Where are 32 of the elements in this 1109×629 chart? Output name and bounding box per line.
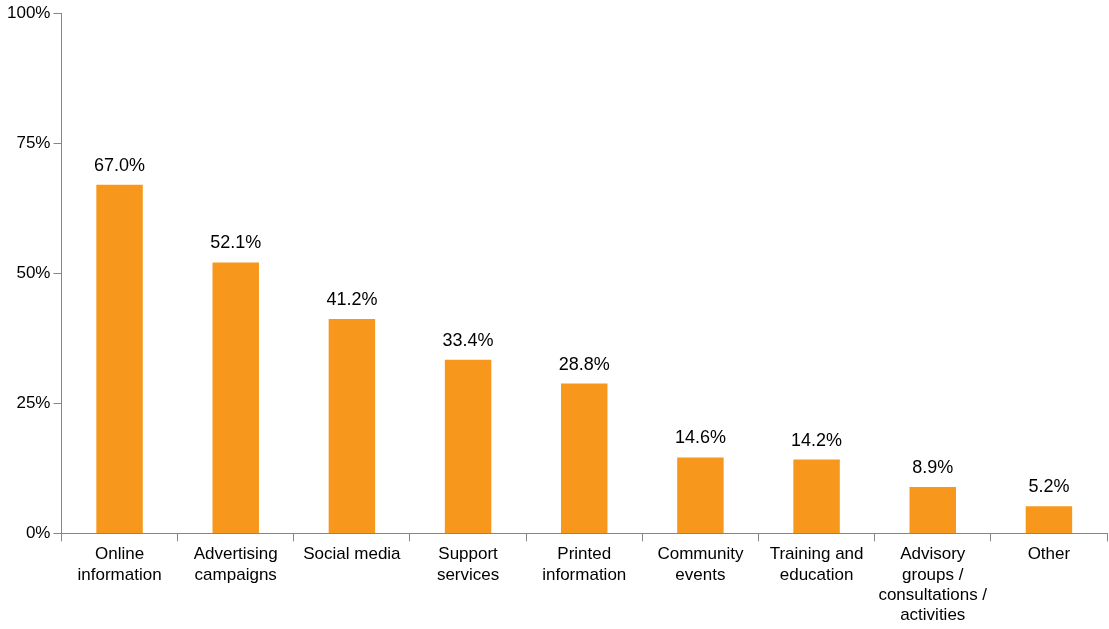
x-tick-label: Printed information [542, 544, 627, 584]
bar [677, 457, 724, 533]
y-tick-label: 0% [25, 523, 51, 543]
bar [793, 459, 840, 533]
bar [561, 383, 608, 533]
data-label: 33.4% [442, 329, 494, 350]
y-tick-label: 50% [16, 262, 51, 282]
x-tick-label: Advisory groups / consultations / activities [878, 544, 988, 625]
x-tick-label: Training and education [769, 544, 864, 584]
y-tick-label: 100% [7, 2, 51, 22]
x-tick-label: Social media [303, 544, 402, 564]
data-label: 67.0% [94, 154, 146, 175]
x-tick-label: Online information [77, 544, 162, 584]
x-tick-label: Community events [657, 544, 744, 584]
bar [212, 262, 259, 533]
data-label: 8.9% [912, 457, 954, 478]
data-label: 14.6% [674, 427, 726, 448]
data-label: 52.1% [210, 232, 262, 253]
bar [96, 184, 143, 533]
data-label: 41.2% [326, 289, 378, 310]
bar [328, 319, 376, 533]
bar [1025, 506, 1073, 533]
y-tick-label: 75% [16, 132, 51, 152]
x-tick-label: Advertising campaigns [193, 544, 278, 584]
data-label: 28.8% [558, 353, 610, 374]
data-label: 5.2% [1028, 476, 1070, 497]
x-tick-label: Other [1027, 544, 1071, 564]
y-tick-label: 25% [16, 393, 51, 413]
x-tick-label: Support services [436, 544, 500, 584]
bar [444, 359, 492, 533]
bar [909, 487, 956, 533]
data-label: 14.2% [791, 429, 843, 450]
